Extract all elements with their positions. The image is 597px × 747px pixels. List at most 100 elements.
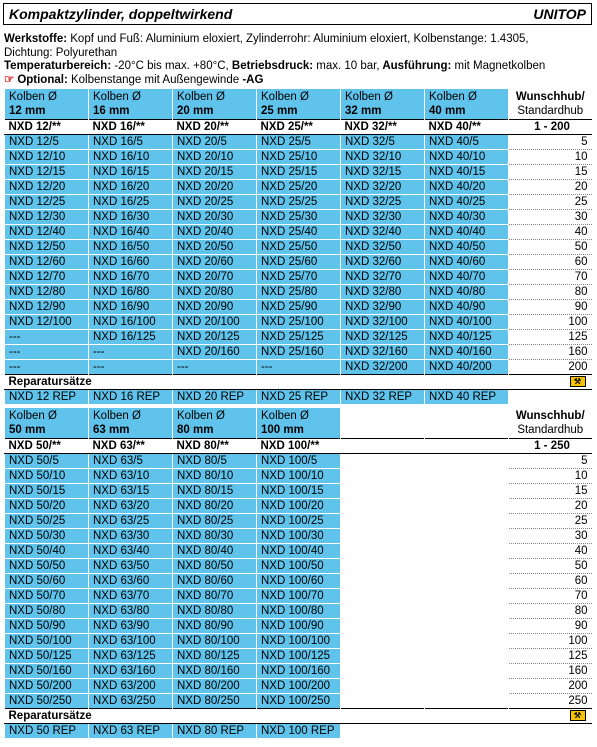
part-number-cell[interactable]: NXD 63/20 [88,498,173,514]
part-number-cell[interactable]: NXD 80/200 [172,678,257,694]
part-number-cell[interactable]: NXD 63/160 [88,663,173,679]
part-number-cell[interactable]: NXD 80/100 [172,633,257,649]
part-number-cell[interactable]: NXD 16/70 [88,269,173,285]
part-number-cell[interactable]: NXD 50/25 [4,513,89,529]
part-number-cell[interactable]: NXD 20/90 [172,299,257,315]
part-number-cell[interactable]: --- [256,359,341,375]
part-number-cell[interactable]: NXD 25/40 [256,224,341,240]
part-number-cell[interactable]: NXD 12/15 [4,164,89,180]
part-number-cell[interactable]: NXD 40/70 [424,269,509,285]
part-number-cell[interactable]: NXD 12/60 [4,254,89,270]
part-number-cell[interactable]: NXD 80/40 [172,543,257,559]
part-number-cell[interactable]: NXD 32/5 [340,134,425,150]
part-number-cell[interactable]: NXD 80/125 [172,648,257,664]
part-number-cell[interactable]: NXD 50/250 [4,693,89,709]
part-number-cell[interactable]: NXD 63/30 [88,528,173,544]
part-number-cell[interactable]: NXD 50/60 [4,573,89,589]
part-number-cell[interactable]: NXD 25/10 [256,149,341,165]
part-number-cell[interactable]: NXD 12/50 [4,239,89,255]
part-number-cell[interactable]: NXD 16/40 [88,224,173,240]
part-number-cell[interactable]: NXD 12/5 [4,134,89,150]
part-number-cell[interactable]: NXD 20/80 [172,284,257,300]
part-number-cell[interactable]: NXD 32/60 [340,254,425,270]
part-number-cell[interactable]: NXD 40/5 [424,134,509,150]
part-number-cell[interactable]: NXD 20/125 [172,329,257,345]
part-number-cell[interactable]: NXD 25/5 [256,134,341,150]
part-number-cell[interactable]: NXD 32/200 [340,359,425,375]
part-number-cell[interactable]: NXD 25/60 [256,254,341,270]
part-number-cell[interactable]: NXD 16/25 [88,194,173,210]
part-number-cell[interactable]: NXD 20/60 [172,254,257,270]
part-number-cell[interactable]: NXD 50/90 [4,618,89,634]
part-number-cell[interactable]: NXD 80/5 [172,453,257,469]
part-number-cell[interactable]: NXD 63/15 [88,483,173,499]
part-number-cell[interactable]: NXD 16/60 [88,254,173,270]
part-number-cell[interactable]: NXD 40/50 [424,239,509,255]
part-number-cell[interactable]: NXD 80/90 [172,618,257,634]
part-number-cell[interactable]: NXD 25/160 [256,344,341,360]
part-number-cell[interactable]: NXD 40/100 [424,314,509,330]
part-number-cell[interactable]: NXD 20/25 [172,194,257,210]
part-number-cell[interactable]: NXD 40/125 [424,329,509,345]
part-number-cell[interactable]: NXD 40/25 [424,194,509,210]
part-number-cell[interactable]: NXD 20/5 [172,134,257,150]
part-number-cell[interactable]: NXD 32/80 [340,284,425,300]
part-number-cell[interactable]: NXD 50/160 [4,663,89,679]
part-number-cell[interactable]: NXD 50/40 [4,543,89,559]
part-number-cell[interactable]: NXD 100/5 [256,453,341,469]
part-number-cell[interactable]: NXD 100/10 [256,468,341,484]
part-number-cell[interactable]: NXD 40/15 [424,164,509,180]
part-number-cell[interactable]: NXD 100/50 [256,558,341,574]
repair-kit-cell[interactable]: NXD 63 REP [88,723,173,738]
part-number-cell[interactable]: NXD 100/200 [256,678,341,694]
part-number-cell[interactable]: NXD 80/160 [172,663,257,679]
part-number-cell[interactable]: NXD 12/100 [4,314,89,330]
part-number-cell[interactable]: NXD 100/60 [256,573,341,589]
part-number-cell[interactable]: NXD 25/50 [256,239,341,255]
part-number-cell[interactable]: NXD 16/15 [88,164,173,180]
part-number-cell[interactable]: NXD 25/20 [256,179,341,195]
part-number-cell[interactable]: NXD 50/20 [4,498,89,514]
part-number-cell[interactable]: NXD 50/10 [4,468,89,484]
part-number-cell[interactable]: NXD 50/50 [4,558,89,574]
part-number-cell[interactable]: NXD 12/20 [4,179,89,195]
part-number-cell[interactable]: --- [4,359,89,375]
part-number-cell[interactable]: --- [88,344,173,360]
part-number-cell[interactable]: NXD 12/80 [4,284,89,300]
part-number-cell[interactable]: NXD 63/100 [88,633,173,649]
part-number-cell[interactable]: NXD 40/160 [424,344,509,360]
repair-kit-cell[interactable]: NXD 32 REP [340,389,425,404]
part-number-cell[interactable]: NXD 80/10 [172,468,257,484]
part-number-cell[interactable]: NXD 80/80 [172,603,257,619]
part-number-cell[interactable]: NXD 40/200 [424,359,509,375]
part-number-cell[interactable]: NXD 80/250 [172,693,257,709]
repair-kit-cell[interactable]: NXD 25 REP [256,389,341,404]
part-number-cell[interactable]: NXD 63/250 [88,693,173,709]
part-number-cell[interactable]: NXD 50/200 [4,678,89,694]
part-number-cell[interactable]: NXD 100/15 [256,483,341,499]
part-number-cell[interactable]: NXD 12/30 [4,209,89,225]
part-number-cell[interactable]: NXD 50/125 [4,648,89,664]
part-number-cell[interactable]: NXD 25/70 [256,269,341,285]
part-number-cell[interactable]: NXD 16/50 [88,239,173,255]
part-number-cell[interactable]: NXD 25/25 [256,194,341,210]
part-number-cell[interactable]: NXD 32/20 [340,179,425,195]
part-number-cell[interactable]: NXD 100/125 [256,648,341,664]
part-number-cell[interactable]: NXD 40/90 [424,299,509,315]
part-number-cell[interactable]: NXD 100/40 [256,543,341,559]
repair-kit-cell[interactable]: NXD 40 REP [424,389,509,404]
part-number-cell[interactable]: NXD 63/80 [88,603,173,619]
part-number-cell[interactable]: NXD 50/30 [4,528,89,544]
repair-kit-cell[interactable]: NXD 16 REP [88,389,173,404]
part-number-cell[interactable]: NXD 16/125 [88,329,173,345]
part-number-cell[interactable]: NXD 63/25 [88,513,173,529]
part-number-cell[interactable]: NXD 32/90 [340,299,425,315]
part-number-cell[interactable]: NXD 50/70 [4,588,89,604]
part-number-cell[interactable]: NXD 50/5 [4,453,89,469]
part-number-cell[interactable]: NXD 20/30 [172,209,257,225]
part-number-cell[interactable]: NXD 63/10 [88,468,173,484]
part-number-cell[interactable]: NXD 100/30 [256,528,341,544]
part-number-cell[interactable]: NXD 40/20 [424,179,509,195]
part-number-cell[interactable]: NXD 12/40 [4,224,89,240]
part-number-cell[interactable]: NXD 63/40 [88,543,173,559]
